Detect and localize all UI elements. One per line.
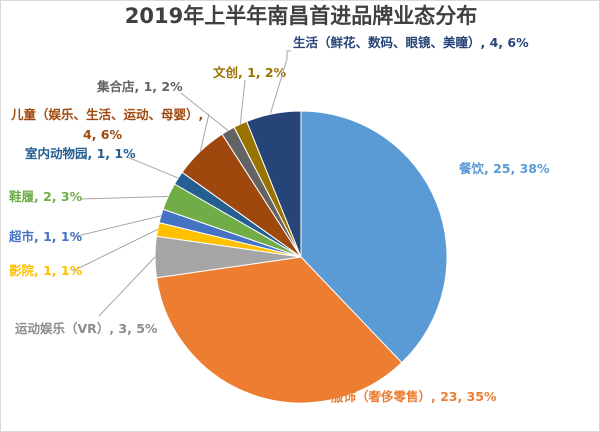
pie-slice-1 [155,256,403,404]
data-label-8: 集合店, 1, 2% [96,79,183,94]
leader-line-2 [98,256,156,317]
chart-title: 2019年上半年南昌首进品牌业态分布 [124,4,478,28]
leader-line-10 [269,50,291,114]
leader-line-6 [126,156,179,179]
leader-line-4 [72,215,162,238]
leader-line-7 [199,113,210,152]
leader-line-9 [239,79,246,125]
data-label-6: 室内动物园, 1, 1% [25,146,136,161]
data-label-7: 儿童（娱乐、生活、运动、母婴）, [10,107,203,122]
data-label-4: 超市, 1, 1% [8,229,83,244]
pie-slice-10 [246,110,302,258]
data-label-5: 鞋履, 2, 3% [9,189,83,204]
leader-line-3 [72,228,158,272]
data-label-1: 服饰（奢侈零售）, 23, 35% [331,389,497,404]
pie-slice-0 [300,110,448,364]
leader-line-5 [80,195,169,200]
data-label-7: 4, 6% [83,127,122,142]
data-label-3: 影院, 1, 1% [9,263,83,278]
data-label-9: 文创, 1, 2% [213,65,287,80]
leader-line-8 [180,92,229,131]
data-label-2: 运动娱乐（VR）, 3, 5% [15,321,158,336]
data-label-0: 餐饮, 25, 38% [458,161,550,176]
data-label-10: 生活（鲜花、数码、眼镜、美瞳）, 4, 6% [293,35,529,50]
